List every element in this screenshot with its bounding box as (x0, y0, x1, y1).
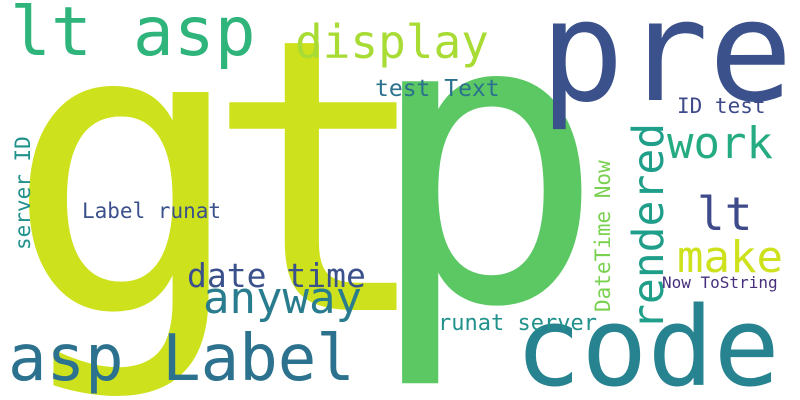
word-runat-server: runat server (438, 311, 597, 336)
word-code: code (515, 283, 780, 400)
word-now-tostring: Now ToString (662, 273, 778, 292)
word-lt-asp: lt asp (10, 0, 256, 72)
word-datetime-now: DateTime Now (591, 160, 615, 312)
word-work: work (667, 118, 773, 169)
word-t: t (205, 0, 434, 400)
word-p: p (365, 0, 606, 395)
word-pre: pre (540, 0, 793, 134)
word-rendered: rendered (624, 123, 674, 330)
word-id-test: ID test (677, 94, 766, 118)
word-anyway: anyway (203, 273, 362, 324)
word-test-text: test Text (375, 76, 500, 102)
word-label-runat: Label runat (82, 199, 221, 223)
word-make: make (677, 232, 783, 283)
word-display: display (295, 15, 489, 69)
word-date-time: date time (187, 256, 366, 295)
word-g: g (5, 0, 246, 400)
word-lt: lt (697, 187, 752, 241)
word-asp-label: asp Label (8, 322, 355, 396)
word-server-id: server ID (11, 136, 35, 250)
